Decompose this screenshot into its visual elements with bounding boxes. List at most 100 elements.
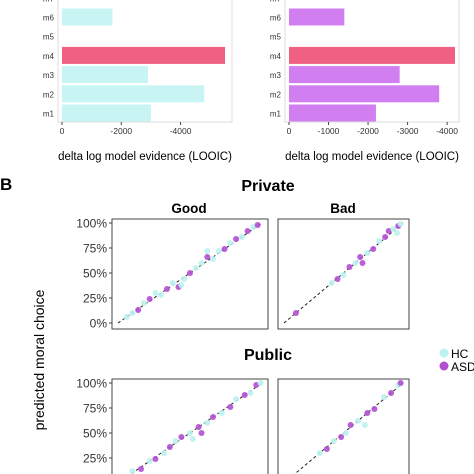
scatter-point (361, 422, 368, 428)
scatter-panel-private-bad (277, 218, 410, 330)
scatter-frame (111, 218, 269, 330)
panel-a-left-bars: m1 m2 m3 m4 m5 m6 m7 (43, 0, 226, 122)
category-label-m3: m3 (270, 71, 282, 80)
scatter-point (257, 380, 264, 386)
legend-hc-label: HC (451, 347, 469, 361)
scatter-point (241, 392, 248, 398)
row-title-private: Private (241, 178, 294, 195)
scatter-point (204, 420, 211, 426)
scatter-frame (277, 378, 410, 474)
scatter-point (397, 380, 404, 386)
panel-b-ylabel: predicted moral choice (31, 289, 47, 430)
scatter-panel-public-bad (277, 378, 410, 474)
scatter-point (388, 390, 395, 396)
scatter-point (316, 450, 323, 456)
xtick-label: -2000 (357, 126, 379, 136)
scatter-point (334, 276, 341, 282)
scatter-panel-private-good: 0% 25% 50% 75% 100% (76, 217, 269, 331)
category-label-m7: m7 (270, 0, 282, 3)
category-label-m6: m6 (43, 14, 55, 23)
panel-a-left-xticks: 0 -2000 -4000 (60, 122, 192, 136)
scatter-point (161, 450, 168, 456)
ytick-label: 75% (83, 402, 107, 416)
scatter-point (218, 410, 225, 416)
bar-m4 (289, 46, 455, 64)
xtick-label: -4000 (170, 126, 192, 136)
ytick-label: 50% (83, 427, 107, 441)
scatter-point (138, 466, 145, 472)
scatter-point (364, 250, 371, 256)
row-title-public: Public (244, 347, 292, 364)
scatter-point (181, 276, 188, 282)
scatter-point (233, 396, 240, 402)
scatter-point (123, 314, 130, 320)
identity-line (117, 222, 263, 324)
scatter-point (169, 280, 176, 286)
category-label-m5: m5 (270, 33, 282, 42)
scatter-point (140, 300, 147, 306)
legend-asdc-label: ASDC (451, 360, 474, 374)
scatter-point (352, 260, 359, 266)
scatter-point (370, 246, 377, 252)
category-label-m4: m4 (43, 52, 55, 61)
category-label-m3: m3 (43, 71, 55, 80)
legend-asdc-marker (439, 361, 449, 371)
scatter-point (346, 264, 353, 270)
scatter-point (354, 418, 361, 424)
panel-a-right-xticks: 0 -1000 -2000 -3000 -4000 (287, 122, 458, 136)
scatter-point (152, 290, 159, 296)
scatter-point (210, 256, 217, 262)
panel-b-scatter-panels: 0% 25% 50% 75% 100% 25% 50% 75% 100% (76, 217, 410, 474)
bar-m2 (289, 85, 440, 103)
scatter-point (338, 434, 345, 440)
scatter-point (172, 438, 179, 444)
panel-a-right-xlabel: delta log model evidence (LOOIC) (285, 151, 459, 163)
scatter-point (364, 410, 371, 416)
scatter-point (238, 234, 245, 240)
scatter-point (227, 404, 234, 410)
scatter-point (292, 310, 299, 316)
panel-a-left-frame (57, 0, 233, 123)
scatter-point (359, 260, 366, 266)
bar-m3 (289, 66, 400, 84)
scatter-point (328, 280, 335, 286)
scatter-point (146, 296, 153, 302)
xtick-label: 0 (287, 126, 292, 136)
scatter-point (204, 248, 211, 254)
scatter-point (210, 414, 217, 420)
ytick-label: 100% (76, 217, 107, 231)
identity-line (130, 382, 263, 474)
scatter-point (187, 430, 193, 436)
scatter-point (198, 260, 205, 266)
scatter-point (187, 270, 193, 276)
xtick-label: -1000 (318, 126, 340, 136)
scatter-point (163, 286, 170, 292)
legend-hc-marker (439, 348, 449, 358)
scatter-point (189, 436, 196, 442)
scatter-point (204, 254, 211, 260)
panel-a: m1 m2 m3 m4 m5 m6 m7 m1 m2 m3 m4 m5 m6 m7 0 -2000 -400… (43, 0, 460, 163)
scatter-point (215, 248, 222, 254)
scatter-point (158, 292, 165, 298)
panel-a-left-xlabel: delta log model evidence (LOOIC) (58, 151, 232, 163)
scatter-point (330, 438, 337, 444)
xtick-label: -2000 (110, 126, 132, 136)
scatter-point (357, 254, 364, 260)
xtick-label: -4000 (436, 126, 458, 136)
scatter-point (342, 430, 349, 436)
panel-b-letter: B (0, 175, 12, 194)
scatter-point (247, 390, 254, 396)
bar-m2 (62, 85, 205, 103)
legend: HC ASDC (439, 347, 474, 374)
ytick-label: 25% (83, 292, 107, 306)
scatter-point (221, 246, 228, 252)
bar-m6 (289, 8, 345, 26)
scatter-point (152, 456, 159, 462)
bar-m6 (62, 8, 113, 26)
scatter-point (382, 234, 389, 240)
scatter-point (323, 446, 330, 452)
bar-m3 (62, 66, 148, 84)
scatter-point (244, 228, 251, 234)
scatter-point (390, 226, 397, 232)
